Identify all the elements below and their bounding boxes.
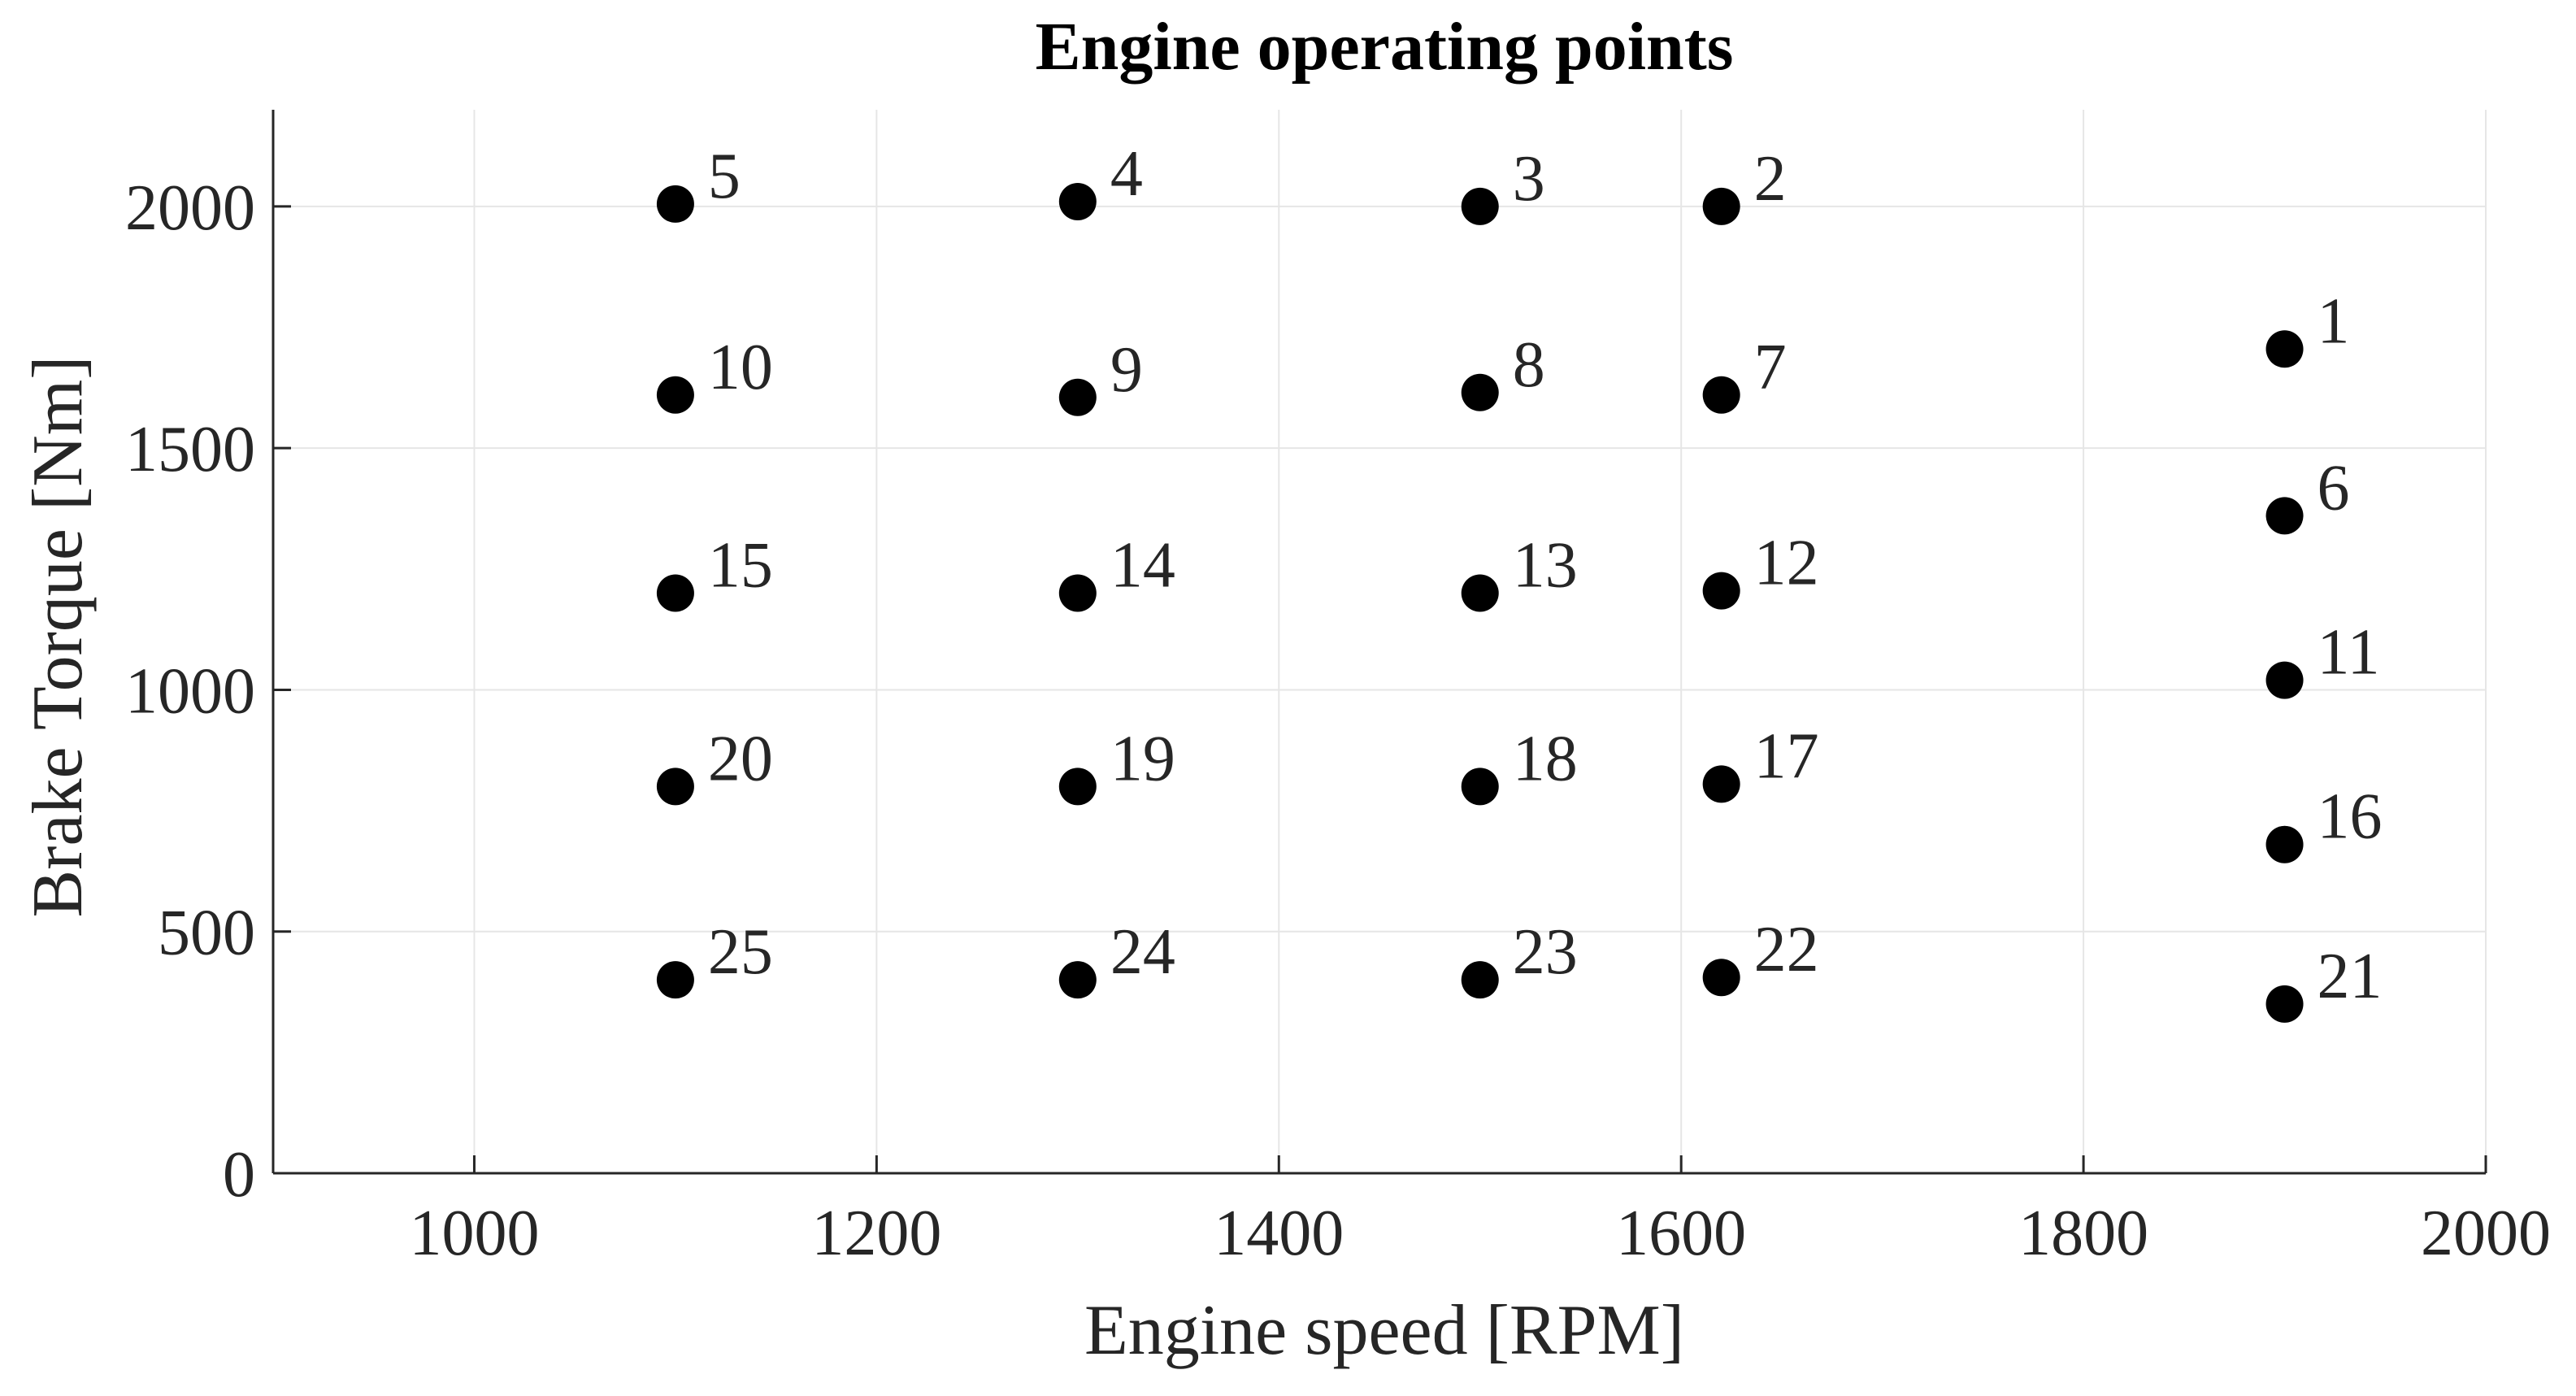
data-points bbox=[656, 182, 2304, 1023]
data-point-label: 21 bbox=[2318, 941, 2383, 1012]
data-point-label: 16 bbox=[2318, 781, 2383, 853]
data-point bbox=[1058, 768, 1097, 806]
data-point-label: 19 bbox=[1110, 723, 1175, 794]
data-point-label: 11 bbox=[2318, 617, 2380, 689]
data-point bbox=[2265, 497, 2304, 535]
y-tick-label: 500 bbox=[158, 898, 255, 969]
x-axis-label: Engine speed [RPM] bbox=[1084, 1291, 1684, 1370]
data-point bbox=[2265, 985, 2304, 1023]
data-point bbox=[1461, 961, 1499, 999]
data-point-label: 25 bbox=[708, 916, 773, 988]
data-point-label: 3 bbox=[1513, 143, 1545, 215]
y-tick-label: 0 bbox=[223, 1139, 255, 1211]
data-point-label: 13 bbox=[1513, 530, 1578, 602]
data-point-label: 24 bbox=[1110, 916, 1175, 988]
data-point bbox=[2265, 825, 2304, 863]
data-point-label: 2 bbox=[1754, 143, 1787, 215]
y-tick-label: 1500 bbox=[125, 414, 255, 485]
data-point-label: 7 bbox=[1754, 332, 1787, 403]
data-point-label: 10 bbox=[708, 332, 773, 403]
x-tick-label: 1400 bbox=[1214, 1198, 1344, 1269]
data-point bbox=[1058, 378, 1097, 416]
axes bbox=[272, 110, 2487, 1175]
tick-labels: 1000 1200 1400 1600 1800 2000 0 500 1000 1500 2000 bbox=[125, 172, 2551, 1269]
x-tick-label: 1000 bbox=[409, 1198, 539, 1269]
data-point bbox=[656, 961, 694, 999]
data-point bbox=[1058, 961, 1097, 999]
data-point bbox=[2265, 661, 2304, 699]
data-point bbox=[2265, 330, 2304, 368]
data-point bbox=[1702, 765, 1740, 803]
data-point-label: 4 bbox=[1110, 138, 1143, 210]
data-point bbox=[1702, 187, 1740, 225]
data-point bbox=[1702, 959, 1740, 997]
x-tick-label: 1600 bbox=[1616, 1198, 1746, 1269]
data-point bbox=[656, 376, 694, 414]
data-point bbox=[1461, 574, 1499, 612]
data-point bbox=[1058, 574, 1097, 612]
data-point-label: 6 bbox=[2318, 452, 2350, 524]
y-tick-label: 1000 bbox=[125, 655, 255, 727]
data-point-label: 23 bbox=[1513, 916, 1578, 988]
point-labels: 1234567891011121314151617181920212223242… bbox=[708, 138, 2383, 1012]
data-point bbox=[1702, 572, 1740, 610]
chart-title: Engine operating points bbox=[1036, 9, 1734, 85]
data-point bbox=[656, 185, 694, 223]
data-point-label: 8 bbox=[1513, 329, 1545, 401]
y-tick-label: 2000 bbox=[125, 172, 255, 244]
data-point bbox=[1702, 376, 1740, 414]
data-point-label: 22 bbox=[1754, 914, 1819, 985]
data-point-label: 15 bbox=[708, 530, 773, 602]
data-point bbox=[656, 574, 694, 612]
data-point-label: 14 bbox=[1110, 530, 1175, 602]
grid-lines bbox=[273, 110, 2487, 1174]
data-point bbox=[656, 768, 694, 806]
data-point-label: 17 bbox=[1754, 720, 1819, 792]
data-point-label: 9 bbox=[1110, 334, 1143, 406]
data-point-label: 18 bbox=[1513, 723, 1578, 794]
data-point-label: 20 bbox=[708, 723, 773, 794]
x-tick-label: 2000 bbox=[2421, 1198, 2551, 1269]
data-point bbox=[1058, 182, 1097, 220]
data-point bbox=[1461, 187, 1499, 225]
data-point-label: 5 bbox=[708, 141, 741, 212]
data-point bbox=[1461, 373, 1499, 411]
data-point-label: 1 bbox=[2318, 285, 2350, 357]
y-axis-label: Brake Torque [Nm] bbox=[19, 355, 98, 917]
data-point bbox=[1461, 768, 1499, 806]
x-tick-label: 1200 bbox=[811, 1198, 941, 1269]
x-tick-label: 1800 bbox=[2018, 1198, 2148, 1269]
data-point-label: 12 bbox=[1754, 528, 1819, 599]
